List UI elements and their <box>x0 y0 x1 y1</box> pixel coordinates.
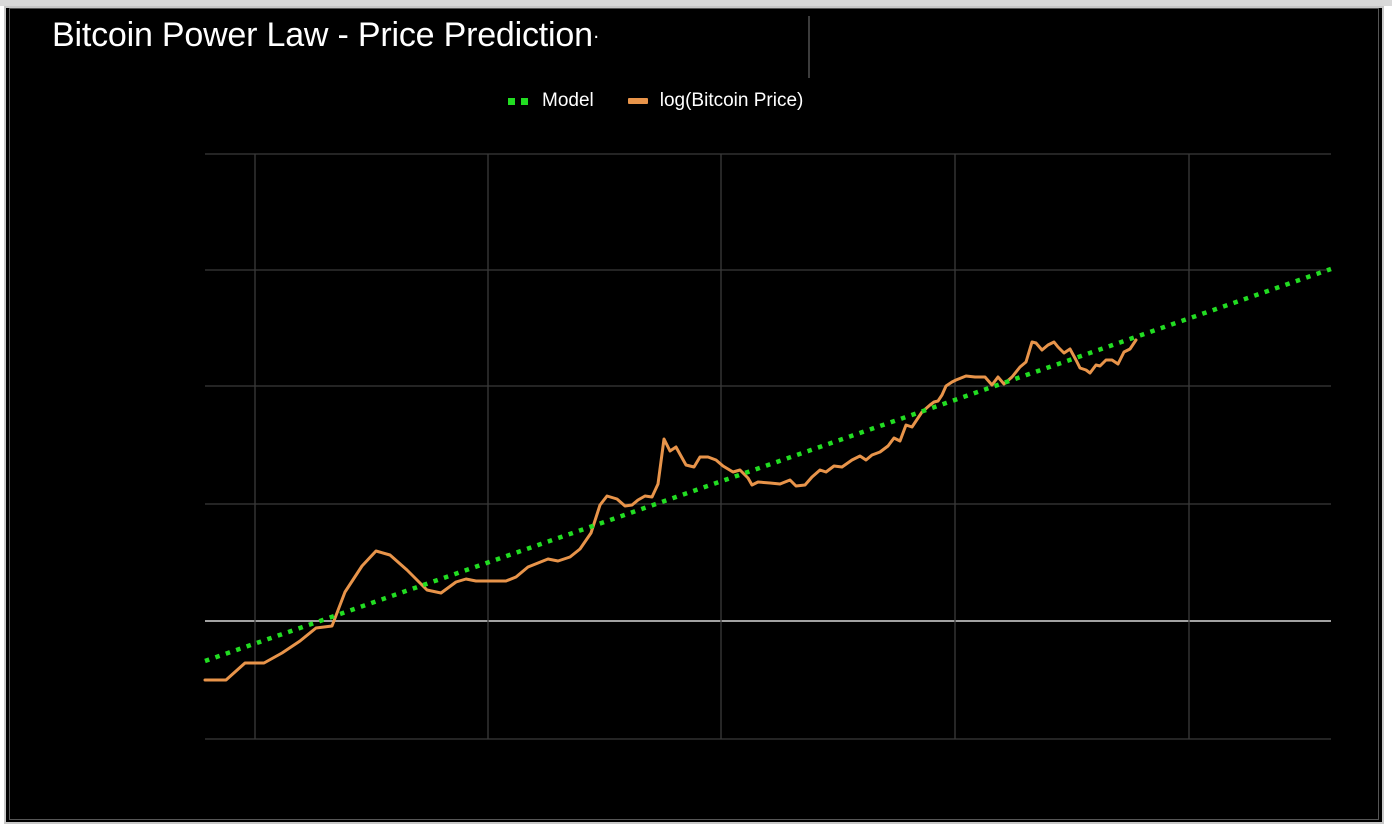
solid-line-swatch-icon <box>627 98 648 104</box>
chart-title-suffix: · <box>592 25 600 48</box>
price-series-line[interactable] <box>203 338 1138 682</box>
legend-label-price: log(Bitcoin Price) <box>659 90 804 111</box>
gridlines <box>205 153 1331 740</box>
legend-item-model[interactable]: Model <box>508 90 594 112</box>
legend-item-price[interactable]: log(Bitcoin Price) <box>627 90 804 112</box>
chart-frame <box>4 6 1384 824</box>
dotted-line-swatch-icon <box>508 97 528 105</box>
model-series-line[interactable] <box>204 266 1332 664</box>
legend-label-model: Model <box>542 90 594 111</box>
chart-legend: Model log(Bitcoin Price) <box>508 88 837 114</box>
window-top-strip <box>0 0 1392 6</box>
chart-title: Bitcoin Power Law - Price Prediction· <box>52 16 599 55</box>
chart-title-text: Bitcoin Power Law - Price Prediction <box>52 16 593 54</box>
title-separator <box>808 16 810 78</box>
